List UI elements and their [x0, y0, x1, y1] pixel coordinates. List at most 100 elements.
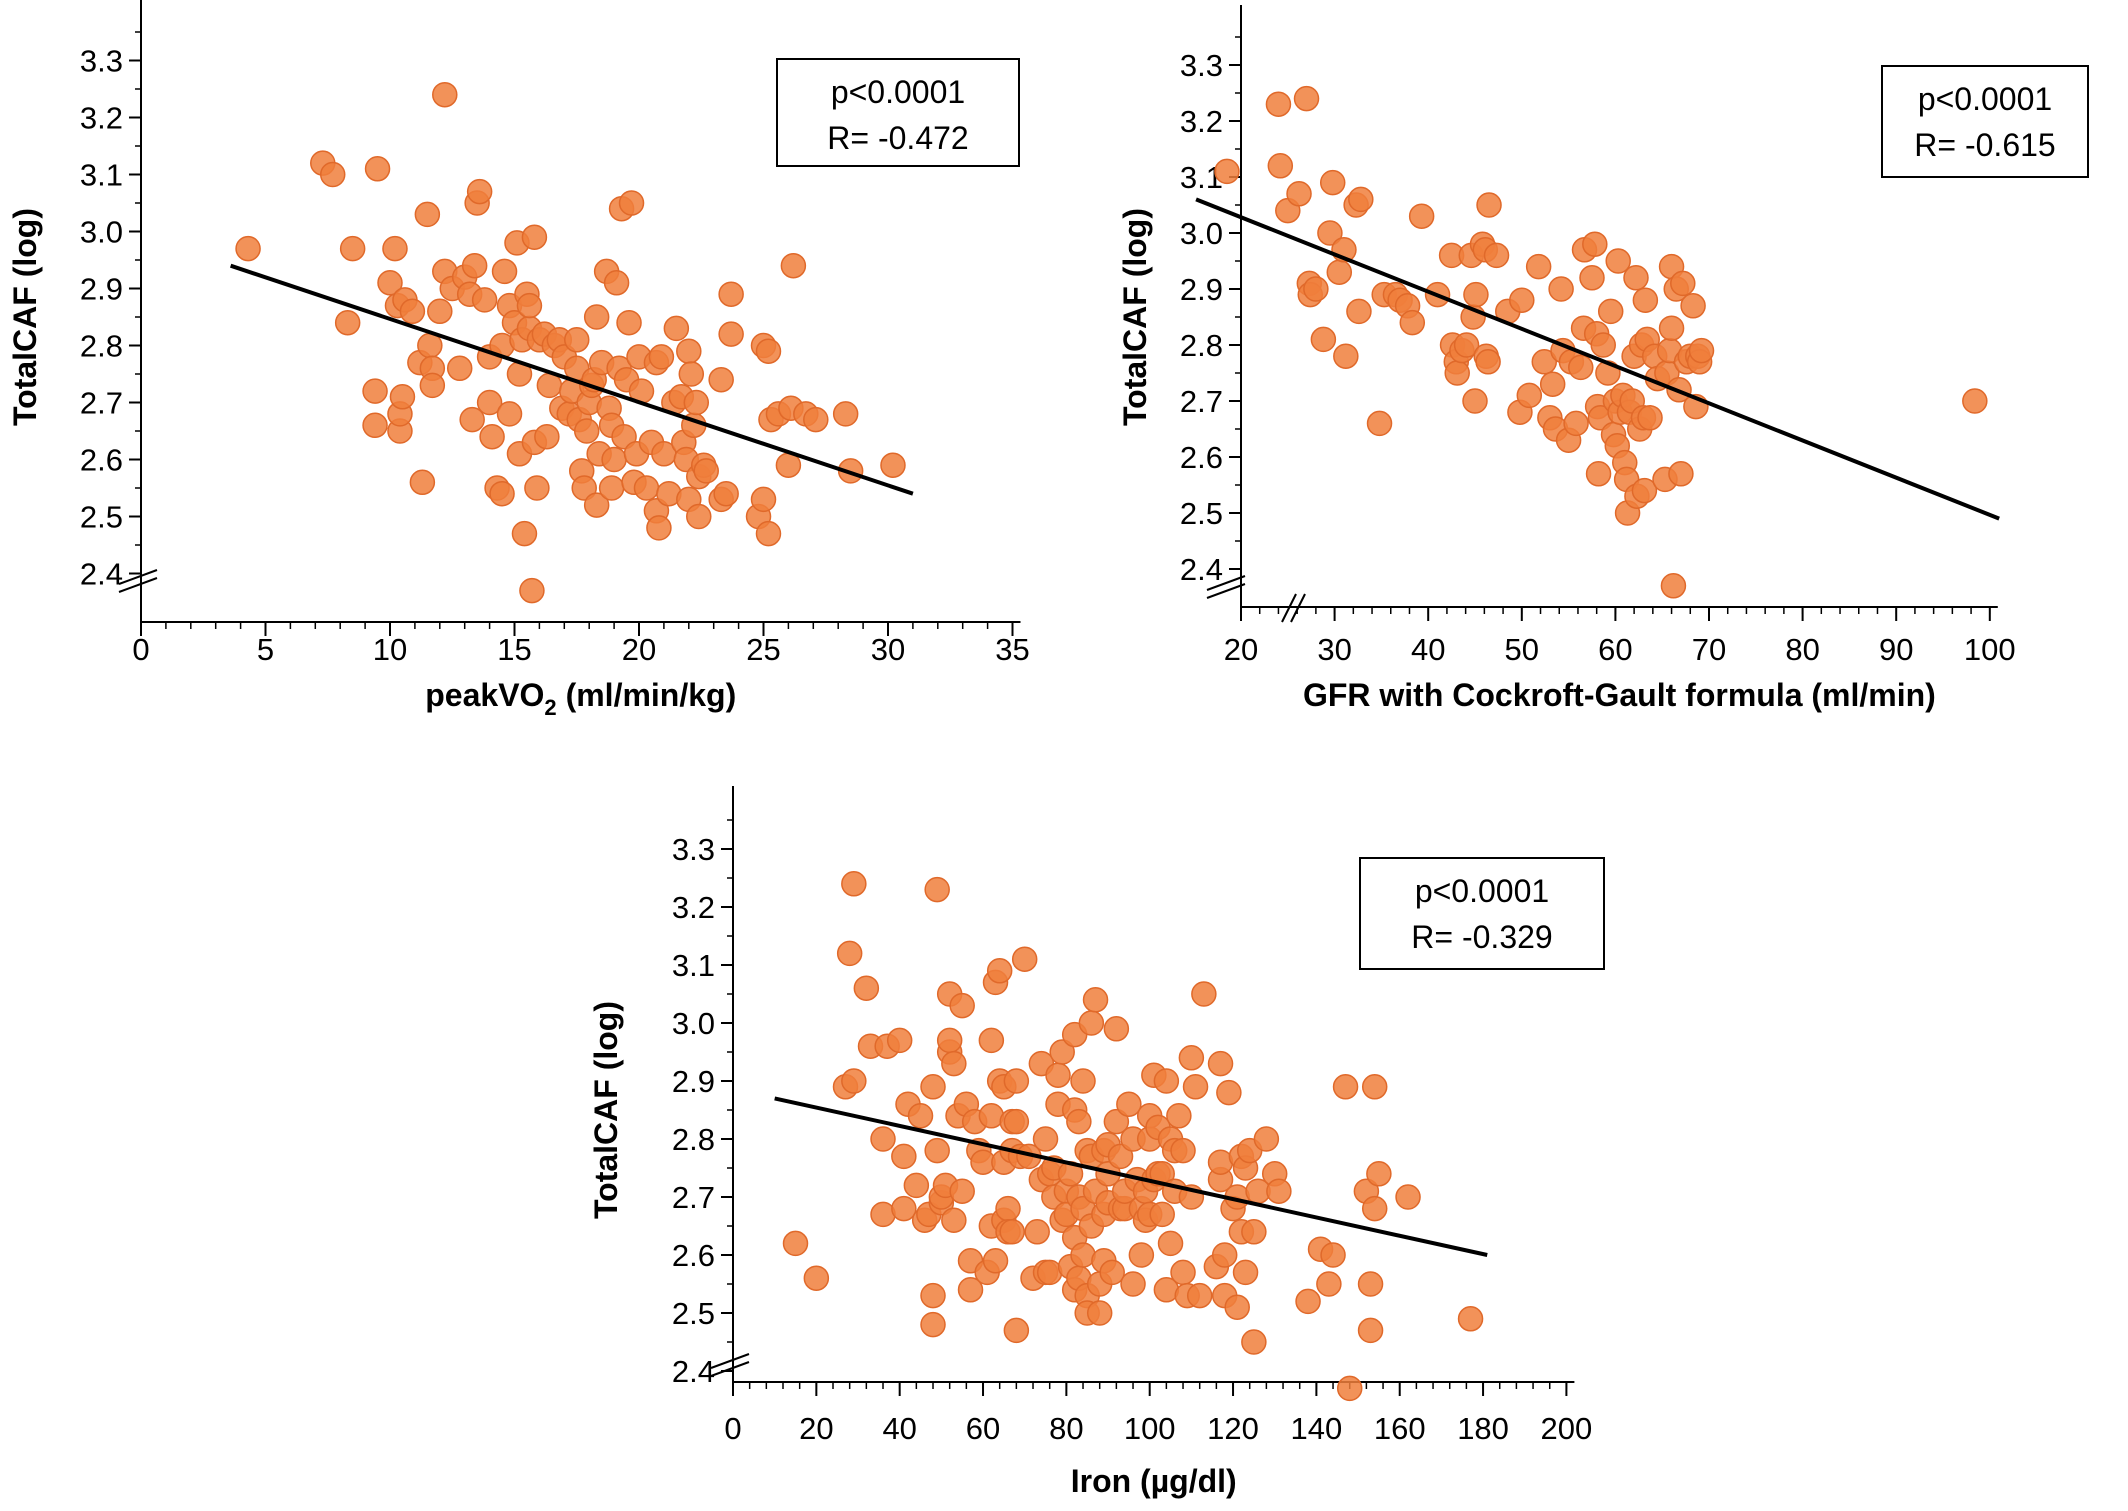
p-value-text: p<0.0001: [1918, 81, 2052, 117]
data-point: [534, 423, 560, 450]
regression-line: [1195, 197, 2000, 521]
y-tick-label: 3.3: [1180, 48, 1223, 83]
data-point: [1582, 231, 1608, 257]
y-tick-label: 2.8: [1180, 328, 1223, 363]
scatter-panel-peakvo2: 2.4 2.5 2.6 2.7 2.8 2.9 3.0 3.1 3.2 3.3 0 5 10 15 20 25…: [7, 0, 1030, 720]
data-point: [1241, 1219, 1267, 1245]
data-point: [491, 258, 518, 285]
data-point: [1170, 1259, 1196, 1286]
axis-break-mark: [710, 1361, 750, 1377]
x-tick-label: 60: [1598, 632, 1632, 667]
data-point: [920, 1311, 946, 1338]
data-point: [853, 975, 880, 1001]
data-point: [1295, 1288, 1321, 1315]
data-point: [1149, 1201, 1175, 1228]
data-point: [1332, 1074, 1359, 1100]
data-point: [583, 304, 610, 330]
data-point: [713, 480, 739, 507]
data-point: [1444, 360, 1470, 386]
data-point: [1214, 158, 1240, 185]
data-point: [1326, 259, 1353, 285]
data-point: [803, 406, 829, 433]
data-point: [1962, 388, 1988, 414]
data-point: [1357, 1317, 1384, 1344]
data-point: [364, 156, 391, 182]
p-value-text: p<0.0001: [1415, 873, 1549, 909]
data-point: [1267, 153, 1294, 179]
data-point: [432, 81, 458, 108]
data-point: [362, 412, 388, 439]
data-point: [319, 161, 346, 188]
data-point: [1366, 1161, 1392, 1187]
data-point: [1637, 405, 1663, 431]
y-tick-label: 2.9: [1180, 272, 1223, 307]
data-point: [1336, 1375, 1363, 1402]
data-point: [718, 321, 744, 347]
data-point: [496, 401, 523, 427]
data-point: [936, 1027, 963, 1054]
data-point: [414, 201, 441, 228]
data-point: [1128, 1242, 1155, 1268]
data-point: [511, 520, 538, 547]
data-point: [489, 480, 515, 507]
data-point: [1049, 1039, 1075, 1065]
y-tick-label: 2.9: [80, 272, 123, 307]
data-point: [1316, 1271, 1342, 1297]
y-tick-label: 2.5: [80, 500, 123, 535]
data-point: [999, 1219, 1025, 1245]
data-point: [1211, 1242, 1238, 1268]
data-point: [519, 577, 545, 604]
data-point: [1476, 192, 1502, 218]
data-point: [907, 1103, 934, 1129]
data-point: [676, 338, 702, 364]
data-point: [1670, 270, 1696, 297]
data-point: [1099, 1259, 1125, 1286]
x-tick-label: 140: [1291, 1411, 1343, 1446]
data-point: [339, 235, 366, 262]
data-point: [1153, 1068, 1180, 1094]
y-tick-label: 2.7: [672, 1180, 715, 1215]
y-axis-title: TotalCAF (log): [7, 208, 43, 426]
r-value-text: R= -0.329: [1411, 919, 1552, 955]
data-point: [1632, 287, 1659, 313]
y-tick-label: 3.1: [80, 158, 123, 193]
data-point: [1070, 1068, 1096, 1094]
data-point: [1568, 354, 1594, 381]
data-point: [1357, 1271, 1384, 1297]
y-tick-label: 2.8: [80, 329, 123, 364]
data-point: [521, 224, 548, 250]
data-point: [1024, 1219, 1050, 1245]
data-point: [1579, 265, 1605, 291]
data-point: [1107, 1143, 1134, 1170]
data-point: [1688, 337, 1715, 364]
regression-line: [774, 1096, 1488, 1257]
data-point: [750, 486, 777, 513]
data-point: [708, 366, 734, 393]
data-point: [1320, 1242, 1346, 1268]
data-point: [648, 344, 675, 370]
data-point: [1149, 1161, 1175, 1187]
data-point: [1516, 382, 1543, 409]
data-point: [1509, 287, 1535, 313]
data-point: [1303, 276, 1329, 302]
data-point: [683, 389, 710, 416]
x-tick-label: 90: [1879, 632, 1913, 667]
data-point: [1395, 1184, 1421, 1210]
x-tick-label: 5: [257, 632, 274, 667]
data-point: [1361, 1195, 1388, 1222]
axis-break-mark: [1206, 583, 1246, 599]
data-point: [1631, 477, 1658, 504]
data-point: [782, 1230, 809, 1257]
data-point: [1045, 1062, 1071, 1088]
data-point: [1178, 1045, 1205, 1071]
x-tick-label: 60: [966, 1411, 1000, 1446]
data-point: [891, 1143, 917, 1170]
data-point: [924, 876, 950, 903]
data-point: [377, 270, 403, 296]
y-tick-label: 2.6: [1180, 440, 1223, 475]
y-tick-label: 2.7: [1180, 384, 1223, 419]
stats-box: [1359, 857, 1605, 970]
x-tick-label: 10: [373, 632, 407, 667]
y-tick-label: 3.0: [80, 215, 123, 250]
x-tick-label: 100: [1964, 632, 2016, 667]
